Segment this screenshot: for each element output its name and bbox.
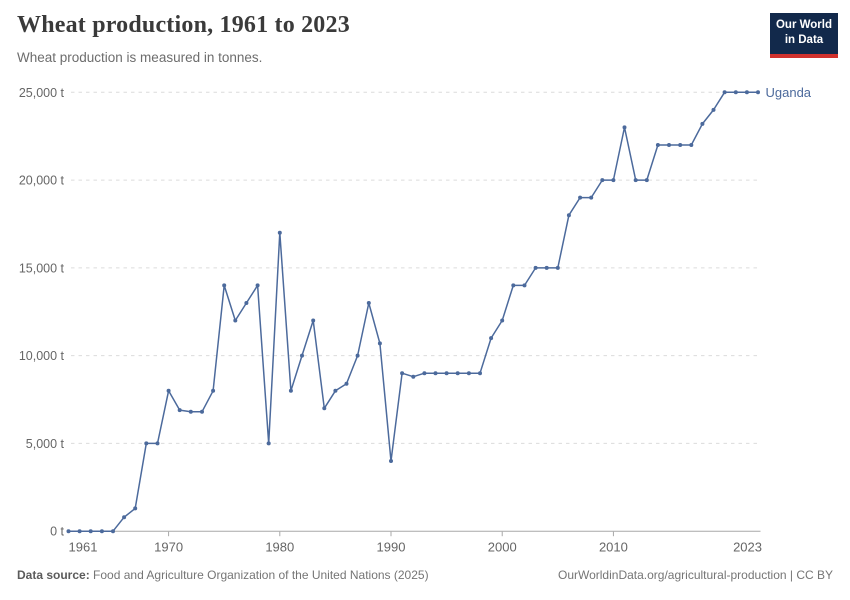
data-point[interactable] [722, 90, 727, 95]
x-tick-label: 2010 [599, 540, 628, 555]
data-point[interactable] [177, 408, 182, 413]
y-tick-label: 10,000 t [19, 349, 65, 363]
data-point[interactable] [333, 388, 338, 393]
data-point[interactable] [400, 371, 405, 376]
y-gridlines [71, 91, 761, 532]
data-point[interactable] [678, 143, 683, 147]
x-tick-label: 1961 [69, 540, 98, 555]
series-points [66, 90, 760, 534]
y-tick-label: 15,000 t [19, 261, 65, 275]
y-tick-label: 0 t [50, 525, 64, 539]
data-point[interactable] [255, 283, 260, 288]
data-point[interactable] [355, 353, 360, 358]
data-point[interactable] [566, 213, 571, 218]
data-point[interactable] [66, 529, 71, 534]
data-point[interactable] [622, 125, 627, 130]
data-source-label: Data source: [17, 568, 90, 582]
uganda-series-line[interactable] [68, 91, 759, 532]
data-point[interactable] [555, 265, 560, 270]
data-point[interactable] [511, 283, 516, 288]
page-title: Wheat production, 1961 to 2023 [17, 12, 350, 38]
data-point[interactable] [667, 143, 671, 147]
data-point[interactable] [744, 90, 749, 95]
data-point[interactable] [478, 371, 482, 376]
data-point[interactable] [122, 515, 127, 520]
data-point[interactable] [166, 388, 171, 393]
data-point[interactable] [377, 341, 382, 346]
data-source-note: Data source: Food and Agriculture Organi… [17, 568, 429, 582]
data-source-text: Food and Agriculture Organization of the… [89, 568, 429, 582]
data-point[interactable] [533, 265, 538, 270]
logo-line1: Our World [775, 19, 832, 31]
entity-label-uganda[interactable]: Uganda [766, 85, 812, 100]
data-point[interactable] [700, 121, 705, 126]
data-point[interactable] [411, 374, 416, 379]
data-point[interactable] [77, 529, 82, 534]
data-point[interactable] [500, 318, 505, 323]
data-point[interactable] [522, 283, 527, 288]
x-tick-label: 2000 [488, 540, 517, 555]
data-point[interactable] [188, 409, 193, 414]
data-point[interactable] [589, 195, 594, 200]
y-tick-label: 5,000 t [26, 437, 65, 451]
data-point[interactable] [455, 371, 460, 376]
data-point[interactable] [433, 371, 438, 376]
owid-logo[interactable]: Our World in Data [770, 13, 838, 58]
data-point[interactable] [133, 506, 138, 511]
y-tick-label: 20,000 t [19, 174, 65, 188]
data-point[interactable] [88, 529, 93, 534]
data-point[interactable] [288, 388, 293, 393]
data-point[interactable] [689, 143, 694, 147]
x-tick-label: 2023 [733, 540, 762, 555]
data-point[interactable] [366, 301, 371, 305]
data-point[interactable] [266, 441, 271, 446]
data-point[interactable] [211, 388, 216, 393]
data-point[interactable] [422, 371, 427, 376]
data-point[interactable] [733, 90, 738, 95]
data-point[interactable] [144, 441, 149, 446]
data-point[interactable] [344, 381, 349, 386]
data-point[interactable] [578, 195, 583, 200]
chart-subtitle: Wheat production is measured in tonnes. [17, 50, 263, 65]
data-point[interactable] [244, 301, 249, 305]
data-point[interactable] [633, 178, 638, 183]
data-point[interactable] [489, 336, 494, 341]
data-point[interactable] [611, 178, 616, 183]
data-point[interactable] [711, 107, 716, 112]
data-point[interactable] [756, 90, 760, 95]
data-point[interactable] [322, 406, 327, 411]
data-point[interactable] [99, 529, 104, 534]
data-point[interactable] [311, 318, 316, 323]
data-point[interactable] [600, 178, 605, 183]
x-tick-label: 1970 [154, 540, 183, 555]
y-axis-labels: 0 t 5,000 t 10,000 t 15,000 t 20,000 t 25,000… [19, 86, 65, 539]
data-point[interactable] [389, 459, 393, 463]
data-point[interactable] [200, 409, 204, 414]
footer-credit-link[interactable]: OurWorldinData.org/agricultural-producti… [557, 568, 833, 582]
data-point[interactable] [300, 353, 304, 358]
data-point[interactable] [222, 283, 227, 288]
data-point[interactable] [277, 230, 282, 235]
logo-line2: in Data [784, 33, 824, 46]
x-tick-label: 1990 [377, 540, 406, 555]
x-tick-label: 1980 [265, 540, 294, 555]
data-point[interactable] [111, 529, 115, 534]
data-point[interactable] [466, 371, 471, 376]
data-point[interactable] [155, 441, 160, 446]
x-axis-labels: 1961 1970 1980 1990 2000 2010 2023 [69, 531, 762, 555]
data-point[interactable] [233, 318, 238, 323]
data-point[interactable] [544, 265, 549, 270]
data-point[interactable] [444, 371, 449, 376]
data-point[interactable] [655, 143, 660, 147]
data-point[interactable] [644, 178, 649, 183]
y-tick-label: 25,000 t [19, 86, 65, 100]
